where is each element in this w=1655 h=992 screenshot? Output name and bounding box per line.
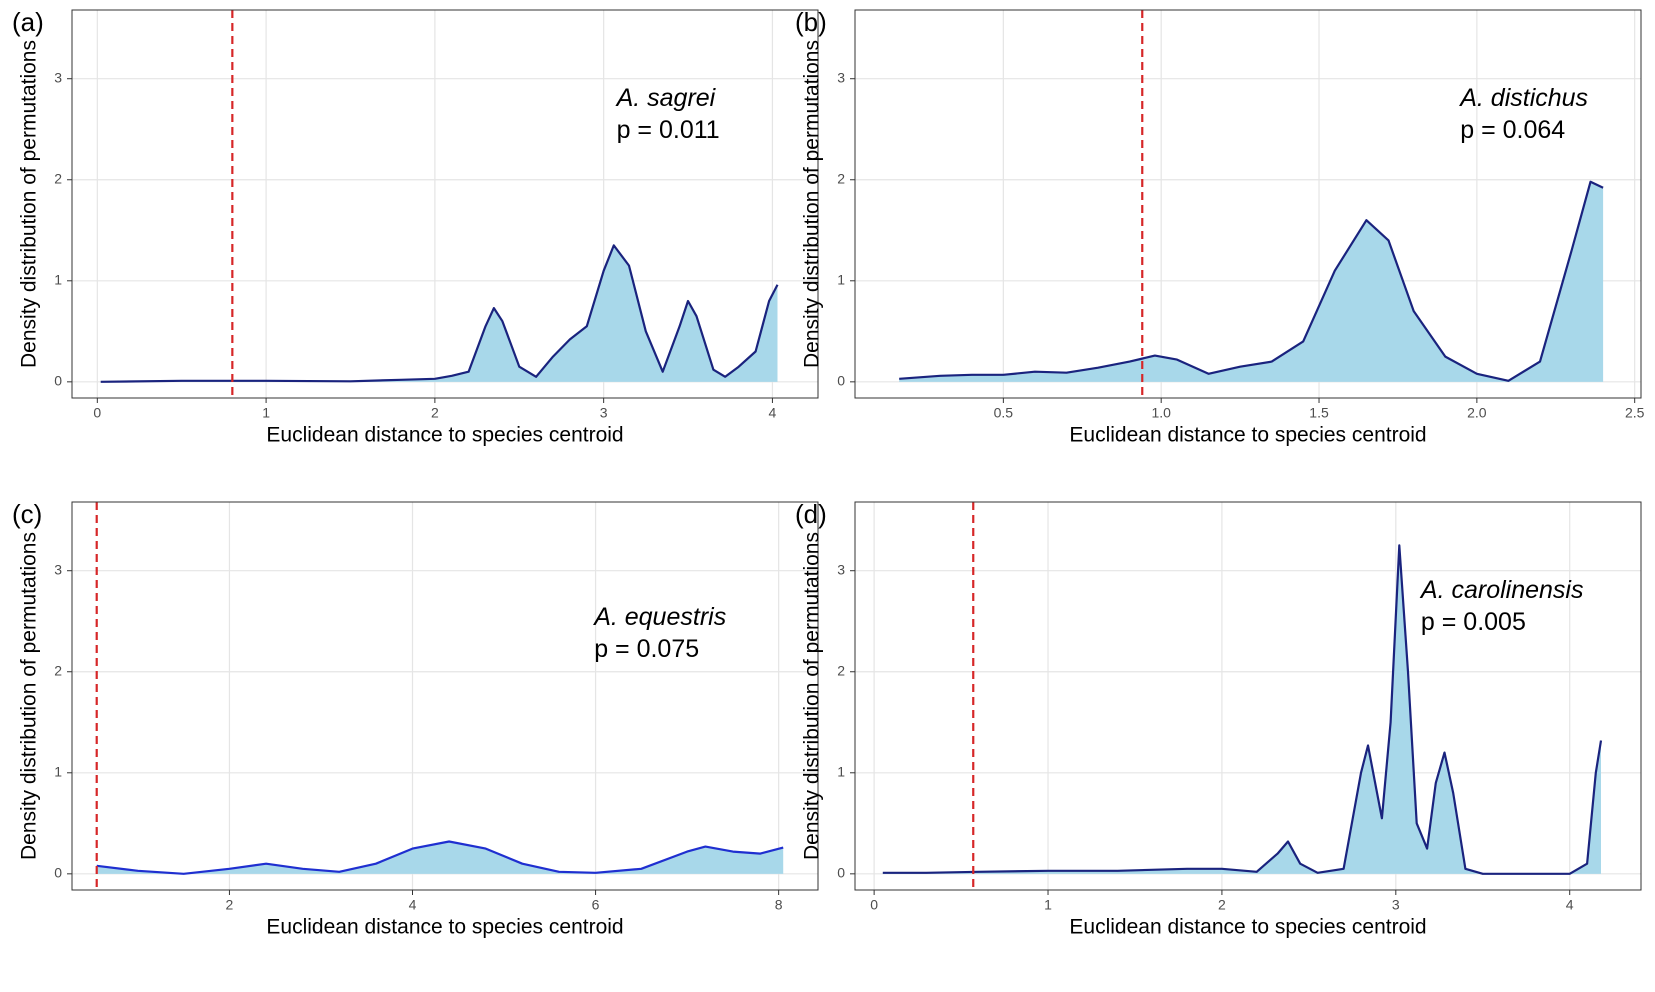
y-tick-label: 0 [837,373,845,389]
x-tick-label: 0.5 [994,405,1014,421]
y-tick-label: 1 [837,763,845,779]
y-axis-title: Density distribution of permutations [18,40,41,368]
x-tick-label: 2 [431,405,439,421]
density-area [96,841,784,874]
x-tick-label: 3 [600,405,608,421]
p-value: p = 0.005 [1421,608,1526,636]
y-tick-label: 3 [54,69,62,85]
density-area [100,245,778,382]
x-axis-title: Euclidean distance to species centroid [1069,424,1426,447]
y-tick-label: 3 [837,69,845,85]
plot-background [855,10,1641,398]
x-tick-label: 0 [870,897,878,913]
plot-border [71,9,819,399]
x-tick-label: 1 [262,405,270,421]
x-tick-label: 2.0 [1467,405,1487,421]
plot-background [72,10,818,398]
plot-border [854,501,1642,891]
species-name: A. carolinensis [1419,576,1584,604]
density-line [100,244,779,383]
y-tick-label: 1 [54,763,62,779]
x-tick-label: 6 [592,897,600,913]
x-axis-title: Euclidean distance to species centroid [266,916,623,939]
x-tick-label: 1 [1044,897,1052,913]
y-axis-title: Density distribution of permutations [801,532,824,860]
y-tick-label: 0 [54,373,62,389]
plot-background [72,502,818,890]
x-tick-label: 4 [409,897,417,913]
panel-label: (a) [12,7,44,37]
x-tick-label: 2 [226,897,234,913]
panel-label: (d) [795,499,827,529]
y-tick-label: 2 [54,662,62,678]
y-tick-label: 1 [54,271,62,287]
x-tick-label: 1.5 [1309,405,1329,421]
y-tick-label: 3 [54,561,62,577]
panel: 0.5 1.0 1.5 2.0 2.5 0 1 2 3 Euclidean distance to… [795,7,1645,447]
density-line [96,840,784,875]
plot-background [855,502,1641,890]
density-line [899,180,1604,382]
y-tick-label: 2 [837,170,845,186]
panel: 0 1 2 3 4 0 1 2 3 Euclidean distance to species c… [795,499,1642,939]
y-tick-label: 3 [837,561,845,577]
x-tick-label: 2 [1218,897,1226,913]
y-tick-label: 2 [837,662,845,678]
p-value: p = 0.064 [1460,116,1565,144]
x-tick-label: 4 [1566,897,1574,913]
plot-border [854,9,1642,399]
panel: 0 1 2 3 4 0 1 2 3 Euclidean distance to species c… [12,7,819,447]
x-axis-title: Euclidean distance to species centroid [266,424,623,447]
species-name: A. sagrei [615,84,717,112]
panel-label: (b) [795,7,827,37]
y-tick-label: 1 [837,271,845,287]
x-tick-label: 0 [93,405,101,421]
species-name: A. distichus [1458,84,1588,112]
density-line [882,544,1603,875]
x-tick-label: 1.0 [1151,405,1171,421]
panel-label: (c) [12,499,42,529]
y-tick-label: 2 [54,170,62,186]
x-tick-label: 8 [775,897,783,913]
y-tick-label: 0 [837,865,845,881]
x-tick-label: 2.5 [1625,405,1645,421]
x-axis-title: Euclidean distance to species centroid [1069,916,1426,939]
panel: 2 4 6 8 0 1 2 3 Euclidean distance to species ce… [12,499,819,939]
species-name: A. equestris [592,603,726,631]
p-value: p = 0.075 [594,635,699,663]
plot-border [71,501,819,891]
x-tick-label: 3 [1392,897,1400,913]
y-axis-title: Density distribution of permutations [18,532,41,860]
y-axis-title: Density distribution of permutations [801,40,824,368]
y-tick-label: 0 [54,865,62,881]
p-value: p = 0.011 [617,116,720,144]
x-tick-label: 4 [769,405,777,421]
